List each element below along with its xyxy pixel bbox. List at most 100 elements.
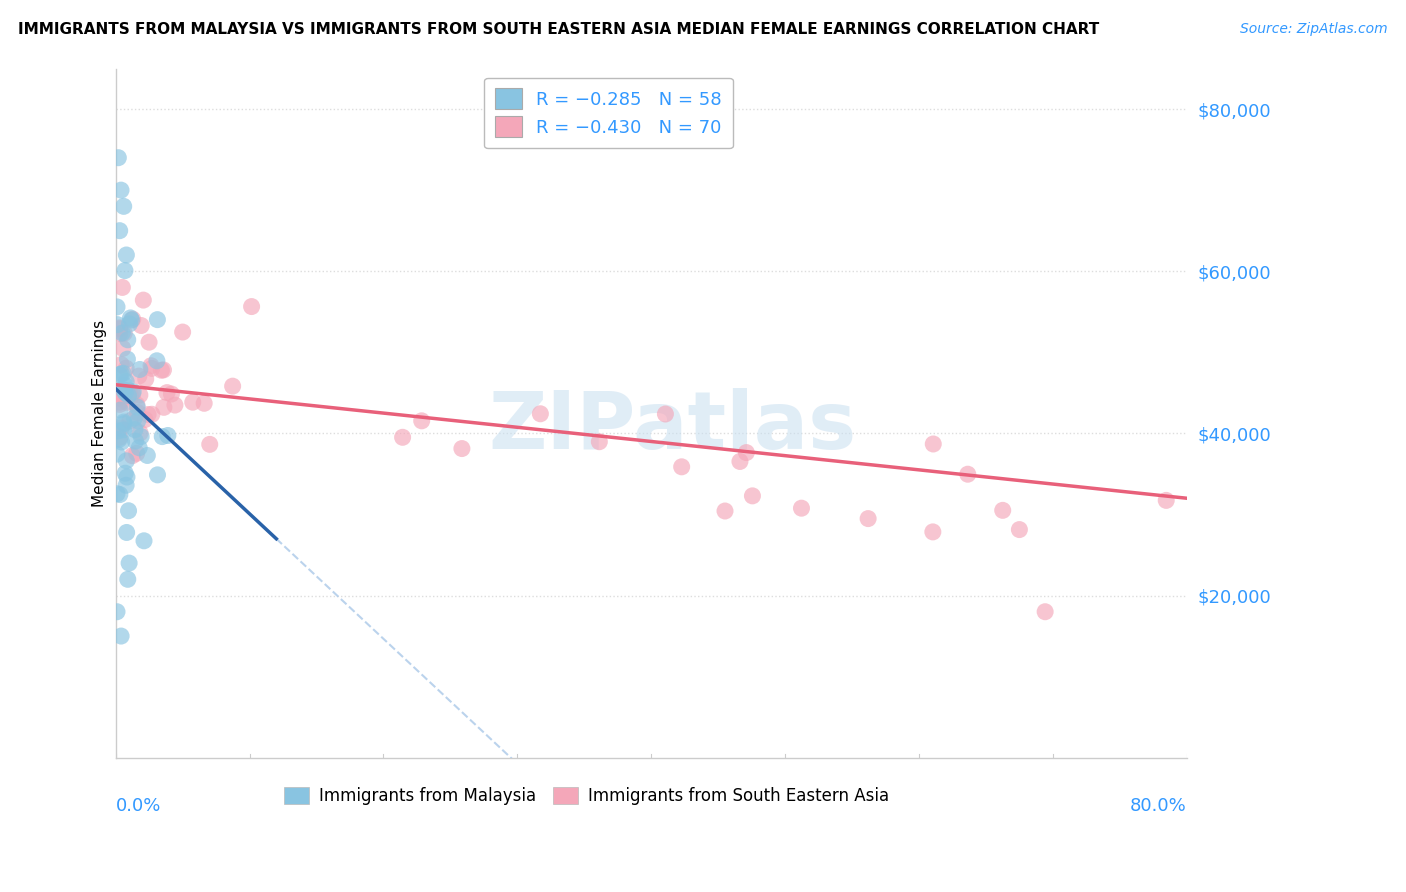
Point xyxy=(112,383,135,397)
Point xyxy=(181,395,204,409)
Point xyxy=(141,407,163,421)
Point xyxy=(112,326,135,341)
Point xyxy=(135,372,157,386)
Point xyxy=(108,321,131,335)
Point xyxy=(121,313,143,327)
Point xyxy=(108,397,131,411)
Text: IMMIGRANTS FROM MALAYSIA VS IMMIGRANTS FROM SOUTH EASTERN ASIA MEDIAN FEMALE EAR: IMMIGRANTS FROM MALAYSIA VS IMMIGRANTS F… xyxy=(18,22,1099,37)
Point xyxy=(198,437,221,451)
Point xyxy=(115,478,138,492)
Point xyxy=(108,322,131,336)
Point xyxy=(117,333,139,347)
Point xyxy=(128,362,150,376)
Point xyxy=(1008,523,1031,537)
Point xyxy=(105,318,128,332)
Point xyxy=(922,437,945,451)
Point xyxy=(112,366,135,380)
Point xyxy=(129,429,152,443)
Point xyxy=(671,459,693,474)
Point xyxy=(118,556,141,570)
Point xyxy=(111,389,134,403)
Point xyxy=(391,430,413,444)
Point xyxy=(115,395,138,409)
Point xyxy=(121,312,143,326)
Point xyxy=(108,368,131,382)
Point xyxy=(1033,605,1056,619)
Point xyxy=(118,384,141,398)
Point xyxy=(529,407,551,421)
Point xyxy=(124,411,146,425)
Text: 80.0%: 80.0% xyxy=(1130,797,1187,814)
Point xyxy=(114,383,136,397)
Point xyxy=(125,398,148,412)
Point xyxy=(110,367,132,381)
Point xyxy=(114,467,136,481)
Point xyxy=(115,454,138,468)
Point xyxy=(105,447,128,461)
Point xyxy=(112,417,135,431)
Y-axis label: Median Female Earnings: Median Female Earnings xyxy=(93,319,107,507)
Point xyxy=(108,433,131,447)
Point xyxy=(115,470,138,484)
Point xyxy=(991,503,1014,517)
Point xyxy=(112,199,135,213)
Point xyxy=(150,363,173,377)
Point xyxy=(114,378,136,392)
Point xyxy=(110,403,132,417)
Point xyxy=(193,396,215,410)
Point xyxy=(127,400,149,414)
Point xyxy=(107,151,129,165)
Point xyxy=(108,384,131,398)
Point xyxy=(118,414,141,428)
Point xyxy=(172,325,194,339)
Point xyxy=(108,224,131,238)
Point xyxy=(124,434,146,448)
Point xyxy=(156,428,179,442)
Point xyxy=(117,504,139,518)
Point xyxy=(117,572,139,586)
Point xyxy=(146,312,169,326)
Point xyxy=(921,524,943,539)
Point xyxy=(111,326,134,340)
Point xyxy=(110,421,132,435)
Point xyxy=(132,533,155,548)
Point xyxy=(117,389,139,403)
Point xyxy=(128,441,150,455)
Legend: Immigrants from Malaysia, Immigrants from South Eastern Asia: Immigrants from Malaysia, Immigrants fro… xyxy=(278,780,896,812)
Point xyxy=(115,375,138,389)
Point xyxy=(110,183,132,197)
Point xyxy=(156,385,179,400)
Point xyxy=(124,423,146,437)
Point xyxy=(110,358,132,372)
Point xyxy=(114,263,136,277)
Point xyxy=(110,435,132,450)
Point xyxy=(790,501,813,516)
Point xyxy=(105,300,128,314)
Point xyxy=(735,445,758,459)
Point xyxy=(956,467,979,482)
Point xyxy=(108,326,131,341)
Point xyxy=(654,407,676,421)
Point xyxy=(114,385,136,400)
Point xyxy=(136,408,159,422)
Point xyxy=(856,511,879,525)
Point xyxy=(108,487,131,501)
Point xyxy=(121,449,143,463)
Point xyxy=(240,300,263,314)
Point xyxy=(728,454,751,468)
Point xyxy=(146,353,169,368)
Text: Source: ZipAtlas.com: Source: ZipAtlas.com xyxy=(1240,22,1388,37)
Point xyxy=(588,434,610,449)
Point xyxy=(741,489,763,503)
Point xyxy=(1154,493,1177,508)
Point xyxy=(115,361,138,376)
Text: ZIPatlas: ZIPatlas xyxy=(488,388,856,466)
Point xyxy=(141,361,163,376)
Point xyxy=(105,486,128,500)
Point xyxy=(112,423,135,437)
Point xyxy=(127,405,149,419)
Point xyxy=(221,379,243,393)
Point xyxy=(105,605,128,619)
Point xyxy=(115,525,138,540)
Point xyxy=(115,248,138,262)
